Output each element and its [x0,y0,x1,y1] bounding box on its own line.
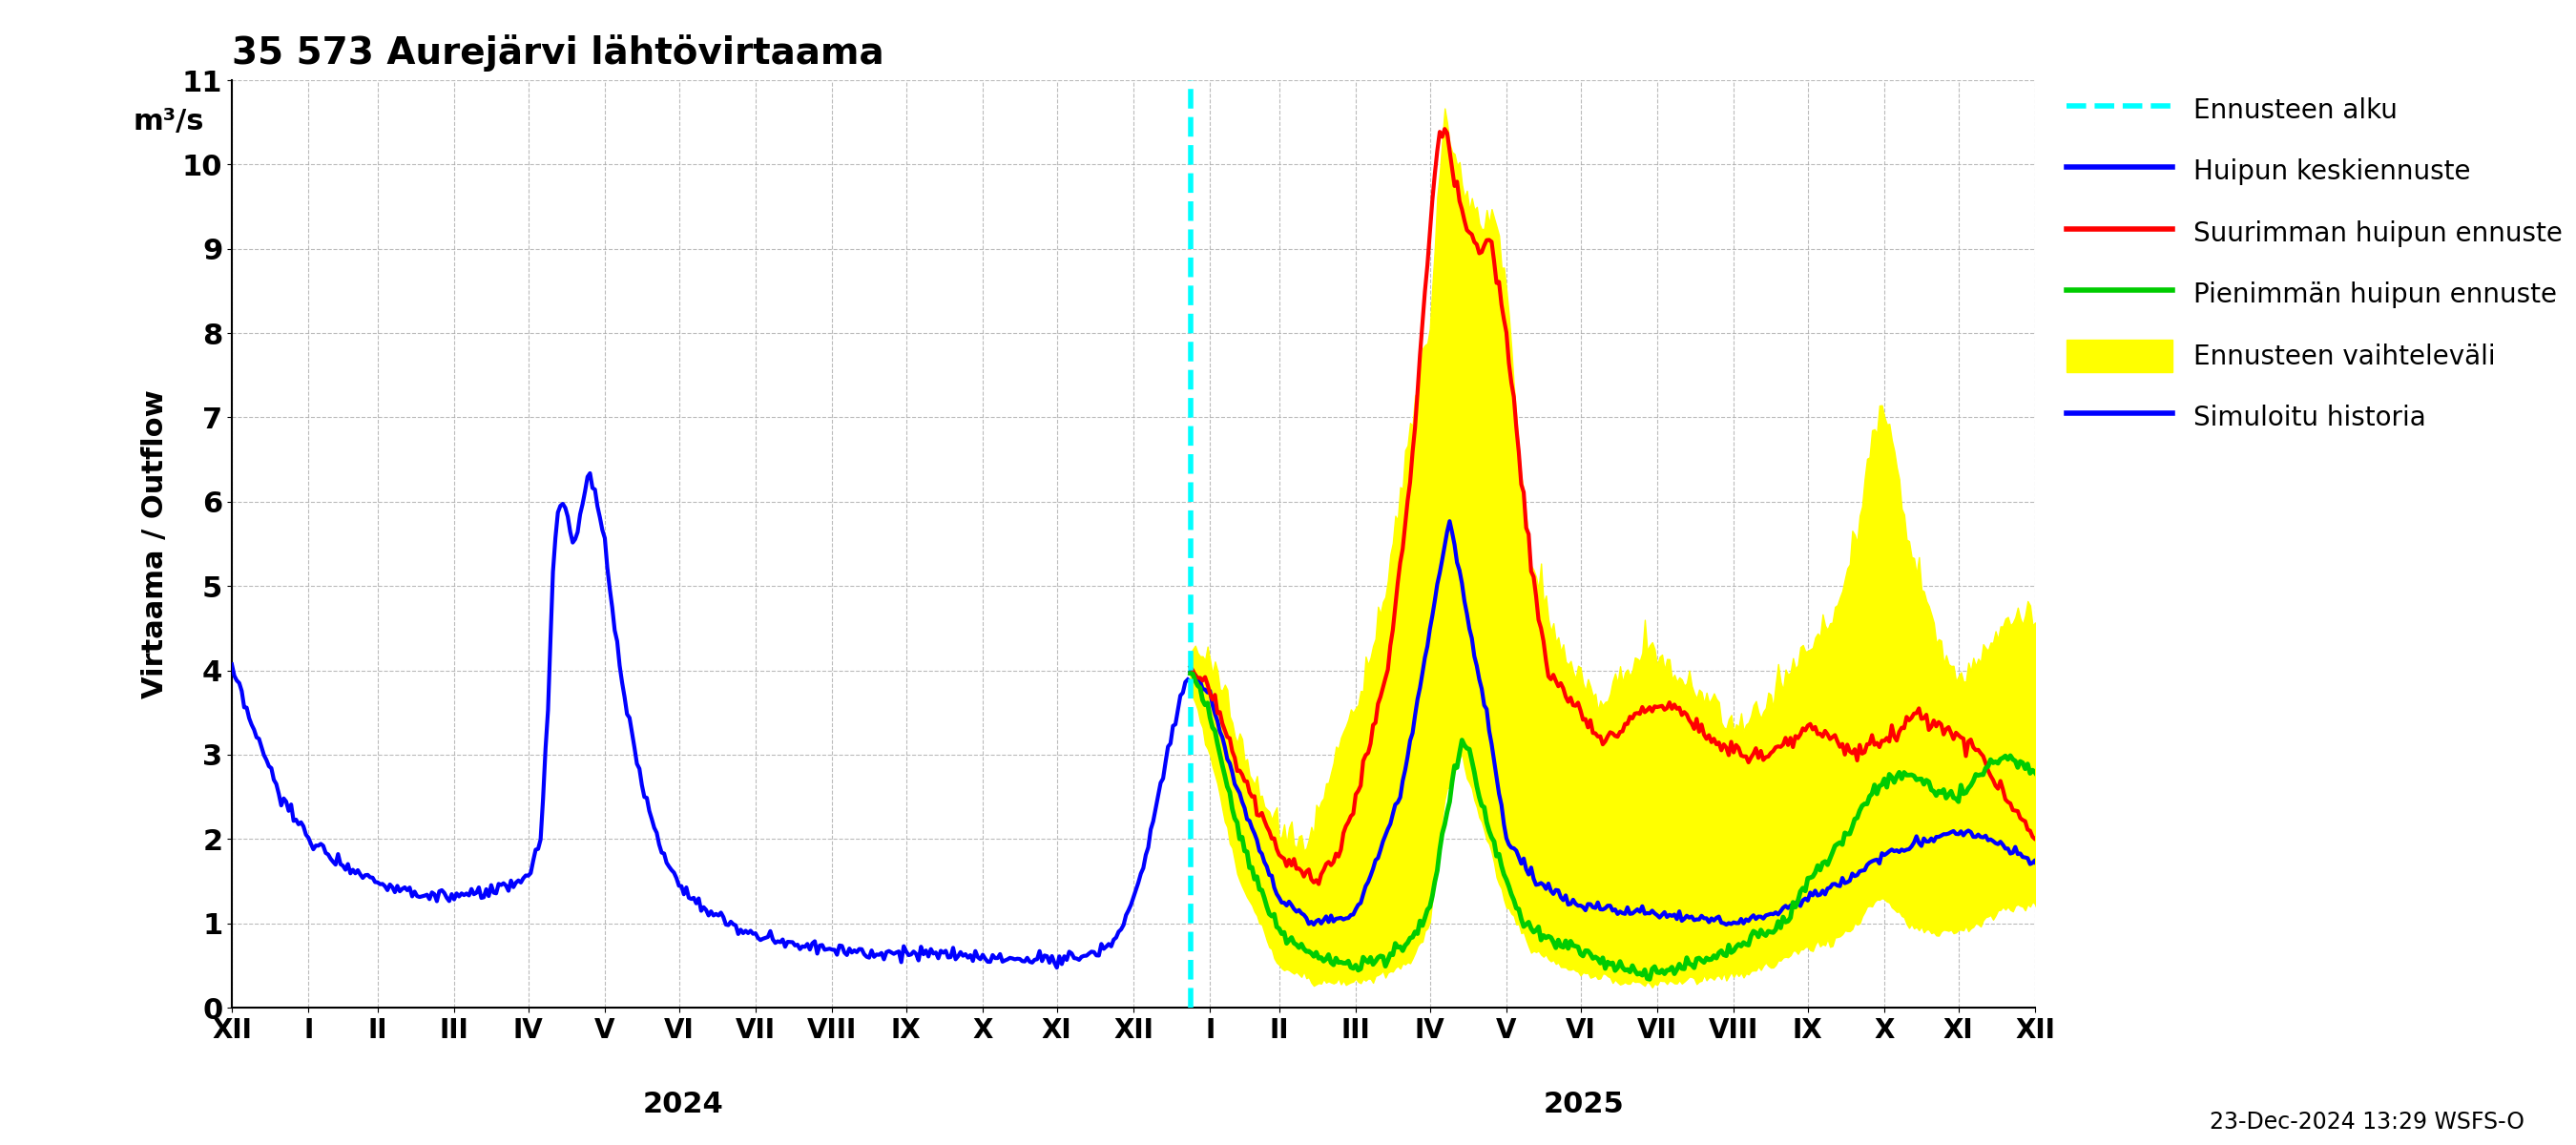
Text: m³/s: m³/s [134,108,204,135]
Y-axis label: Virtaama / Outflow: Virtaama / Outflow [142,389,170,698]
Legend: Ennusteen alku, Huipun keskiennuste, Suurimman huipun ennuste, Pienimmän huipun : Ennusteen alku, Huipun keskiennuste, Suu… [2053,80,2576,447]
Text: 2024: 2024 [641,1091,724,1119]
Text: 2025: 2025 [1543,1091,1625,1119]
Text: 35 573 Aurejärvi lähtövirtaama: 35 573 Aurejärvi lähtövirtaama [232,34,884,72]
Text: 23-Dec-2024 13:29 WSFS-O: 23-Dec-2024 13:29 WSFS-O [2210,1111,2524,1134]
